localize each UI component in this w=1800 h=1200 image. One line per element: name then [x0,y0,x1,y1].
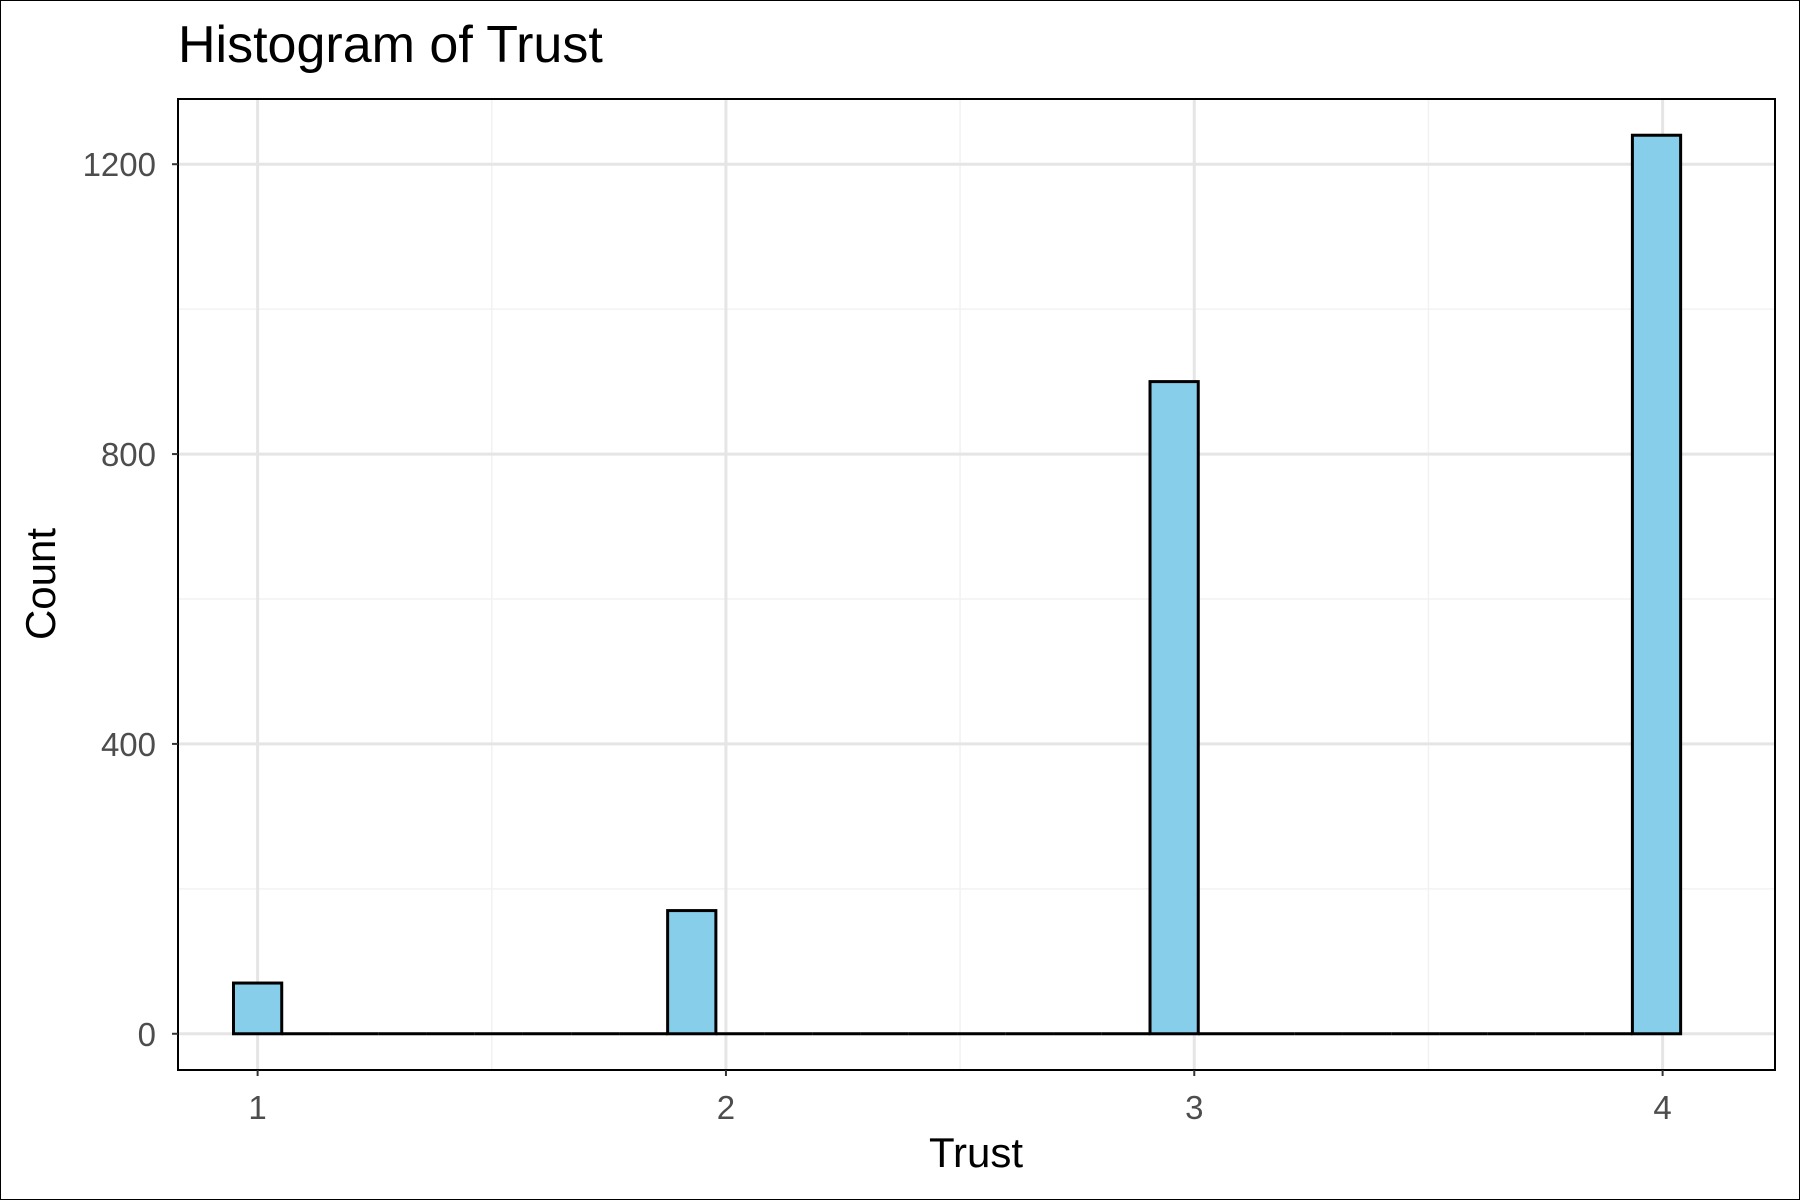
bar-layer [231,133,1683,1036]
x-axis-ticks: 1 2 3 4 [248,1070,1672,1126]
x-tick-label: 4 [1653,1089,1671,1126]
grid-layer [178,99,1775,1070]
x-tick-label: 1 [248,1089,266,1126]
y-tick-label: 800 [101,436,156,473]
histogram-bar [1148,380,1200,1036]
histogram-bar [1630,133,1683,1036]
x-tick-label: 3 [1185,1089,1203,1126]
x-tick-label: 2 [717,1089,735,1126]
y-axis-title: Count [17,528,64,640]
y-axis-ticks: 0 400 800 1200 [83,146,178,1053]
chart-title: Histogram of Trust [178,16,603,74]
y-tick-label: 400 [101,726,156,763]
y-tick-label: 1200 [83,146,156,183]
histogram-bar [666,909,718,1036]
histogram-bar [231,981,284,1036]
x-axis-title: Trust [929,1129,1023,1176]
plot-panel-border [177,98,1776,1071]
y-tick-label: 0 [138,1016,156,1053]
